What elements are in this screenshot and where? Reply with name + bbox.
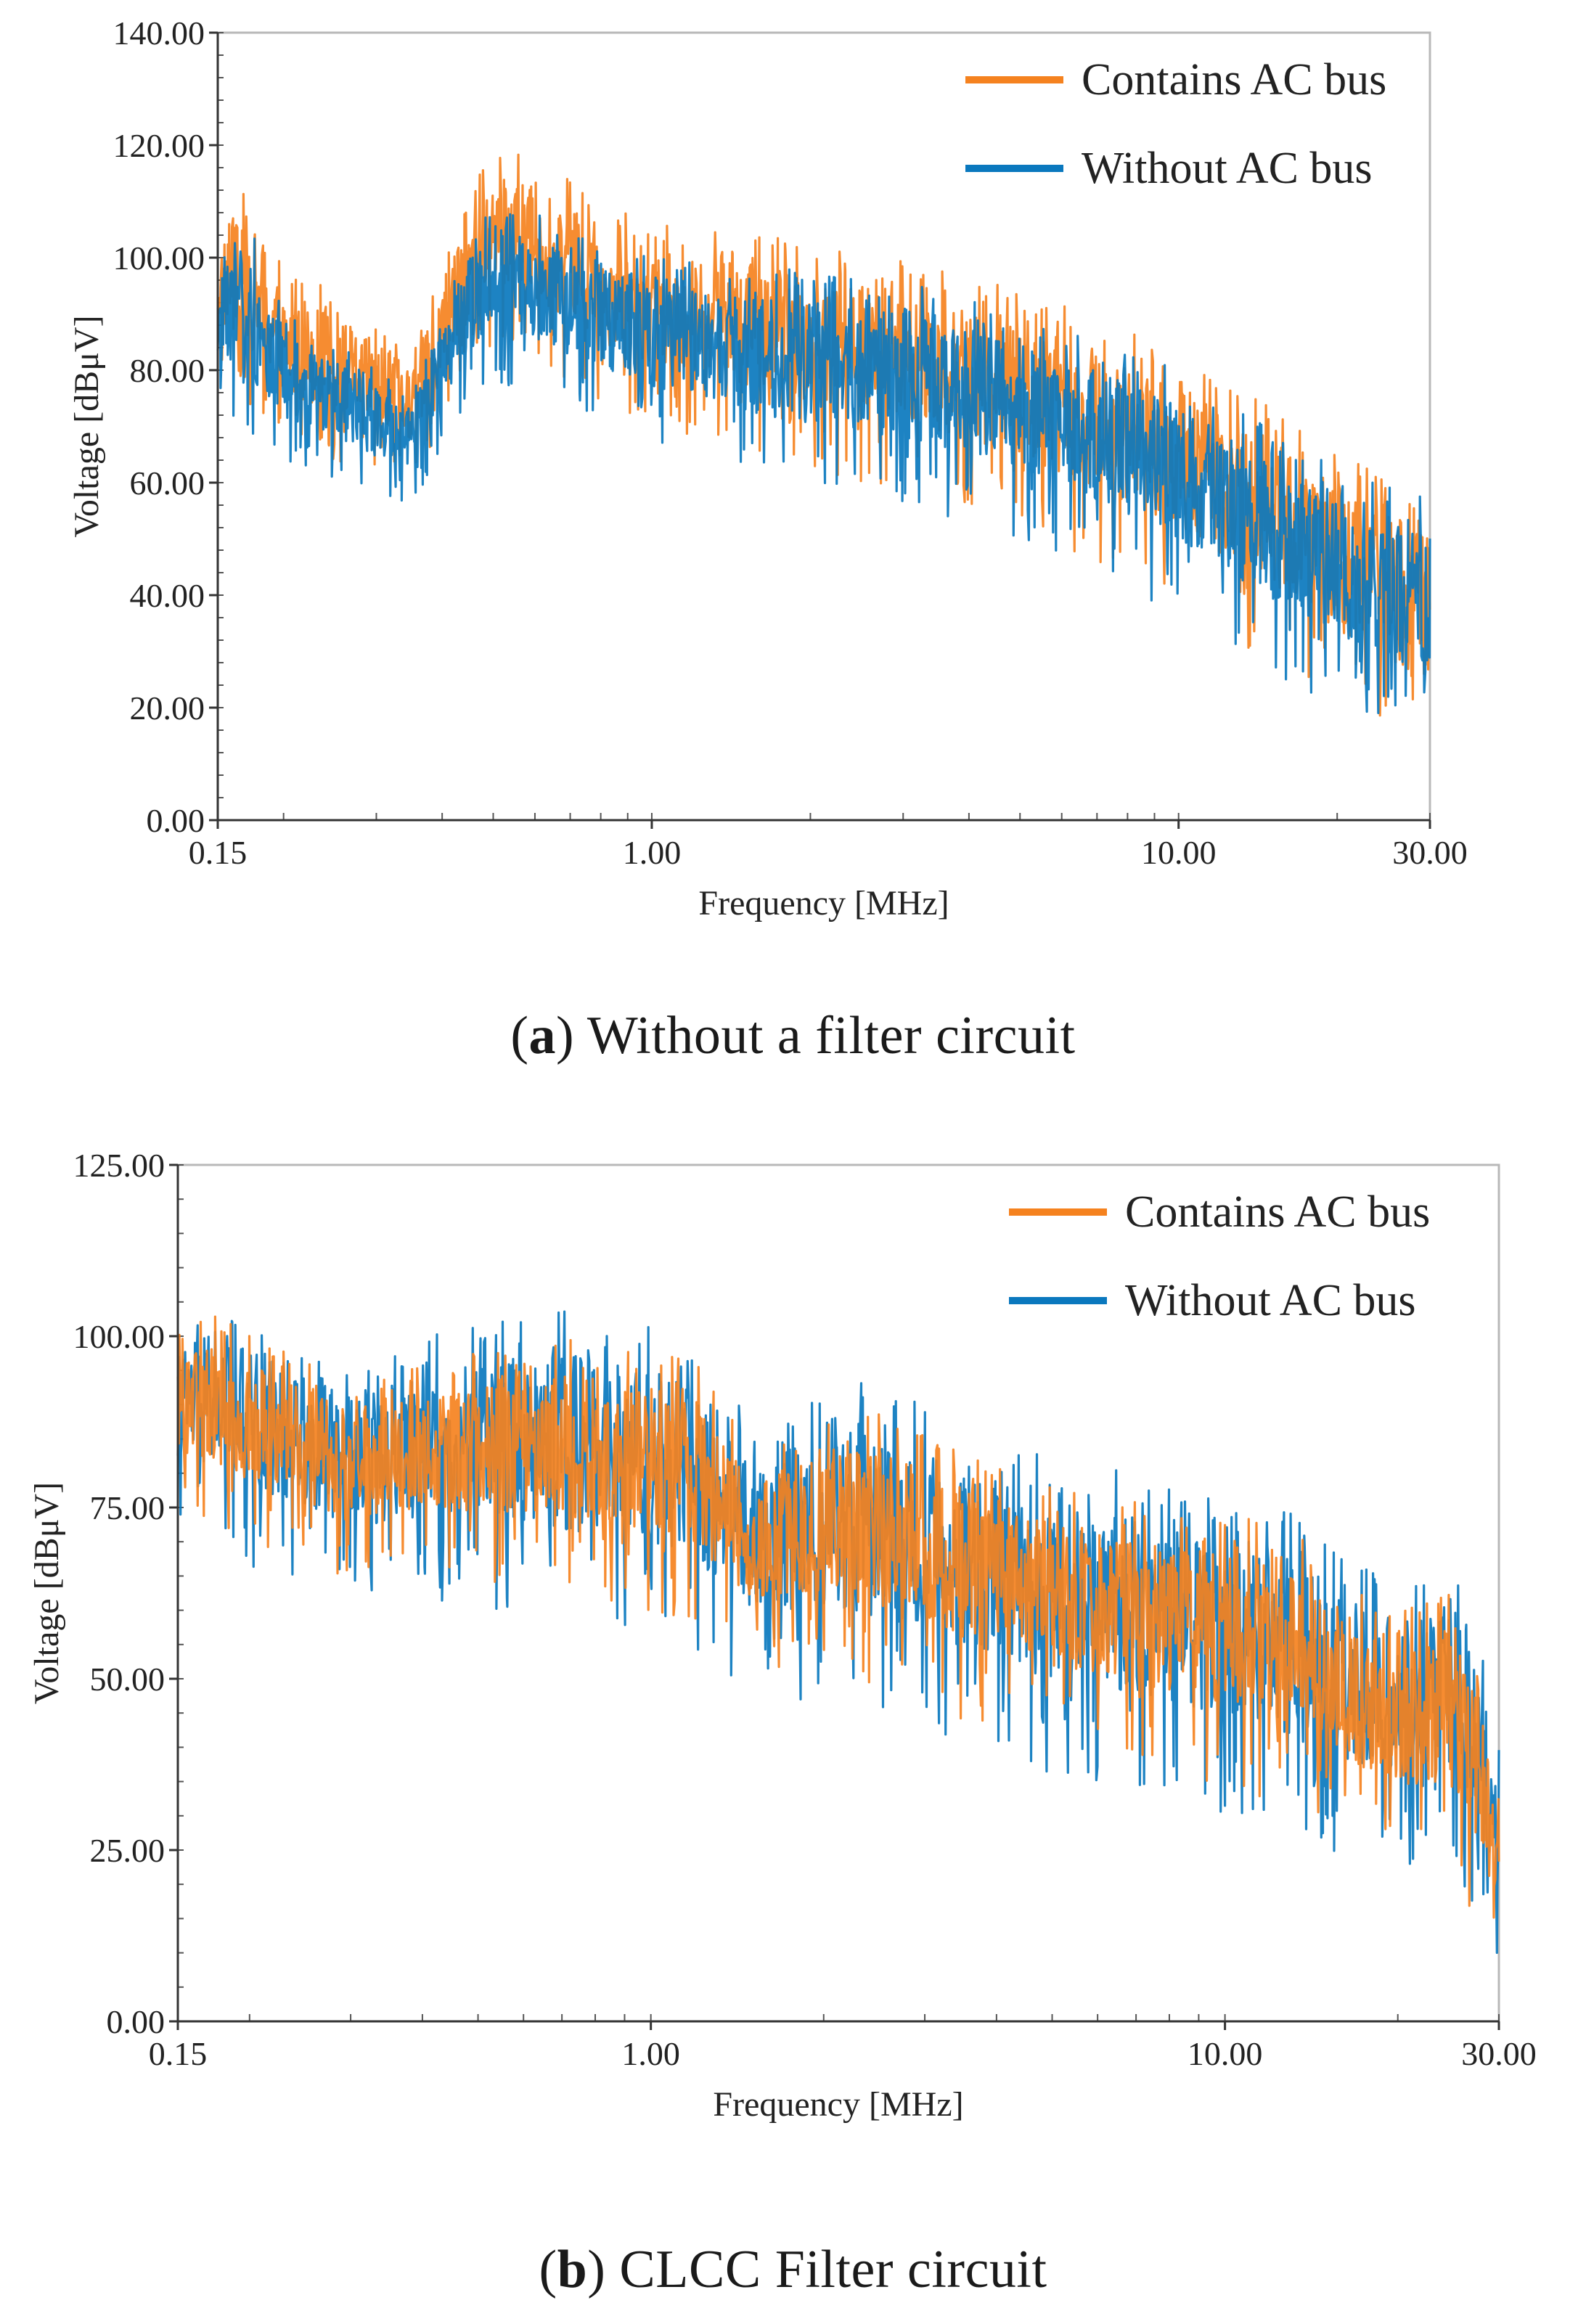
chart-b-svg: 0.00 25.00 50.00 75.00 100.00 125.00 0.15 1.00 1… bbox=[28, 1147, 1537, 2124]
x-tick-label: 0.15 bbox=[189, 834, 248, 871]
legend-label-contains-ac-bus-a: Contains AC bus bbox=[1082, 55, 1386, 105]
legend-label-without-ac-bus-a: Without AC bus bbox=[1082, 144, 1373, 193]
y-tick-label: 20.00 bbox=[130, 690, 205, 727]
y-tick-label: 100.00 bbox=[73, 1318, 165, 1355]
caption-a: (a) Without a filter circuit bbox=[510, 1006, 1076, 1065]
caption-b-letter: b bbox=[557, 2240, 588, 2299]
y-tick-label: 80.00 bbox=[130, 352, 205, 389]
legend-label-without-ac-bus-b: Without AC bus bbox=[1125, 1276, 1416, 1325]
chart-a-svg: 0.00 20.00 40.00 60.00 80.00 100.00 120.00 140.… bbox=[68, 15, 1468, 922]
x-axis-title-b: Frequency [MHz] bbox=[713, 2085, 963, 2124]
x-tick-label: 0.15 bbox=[149, 2035, 208, 2072]
x-tick-label: 1.00 bbox=[621, 2035, 680, 2072]
y-axis-title-a: Voltage [dBμV] bbox=[68, 315, 106, 537]
chart-panel-a: 0.00 20.00 40.00 60.00 80.00 100.00 120.00 140.… bbox=[0, 0, 1586, 1103]
caption-b: (b) CLCC Filter circuit bbox=[539, 2240, 1047, 2299]
legend-label-contains-ac-bus-b: Contains AC bus bbox=[1125, 1187, 1430, 1237]
y-tick-label: 40.00 bbox=[130, 577, 205, 614]
x-tick-label: 30.00 bbox=[1461, 2035, 1537, 2072]
x-tick-label: 10.00 bbox=[1141, 834, 1217, 871]
y-tick-label: 125.00 bbox=[73, 1147, 165, 1184]
x-tick-label: 10.00 bbox=[1188, 2035, 1263, 2072]
caption-a-text: Without a filter circuit bbox=[586, 1006, 1076, 1065]
y-tick-label: 140.00 bbox=[113, 15, 205, 52]
caption-a-letter: a bbox=[528, 1006, 557, 1065]
x-tick-label: 30.00 bbox=[1392, 834, 1468, 871]
y-tick-label: 100.00 bbox=[113, 240, 205, 277]
y-tick-label: 60.00 bbox=[130, 465, 205, 502]
chart-panel-b: 0.00 25.00 50.00 75.00 100.00 125.00 0.15 1.00 1… bbox=[0, 1132, 1586, 2324]
y-tick-label: 25.00 bbox=[90, 1832, 165, 1869]
y-axis-title-b: Voltage [dBμV] bbox=[28, 1482, 66, 1704]
y-tick-label: 0.00 bbox=[147, 802, 205, 839]
y-tick-label: 0.00 bbox=[107, 2003, 165, 2040]
series-line-contains-ac-bus-b bbox=[176, 1315, 1500, 1919]
x-tick-label: 1.00 bbox=[623, 834, 682, 871]
y-tick-label: 50.00 bbox=[90, 1661, 165, 1698]
caption-b-text: CLCC Filter circuit bbox=[619, 2240, 1047, 2299]
series-line-without-ac-bus-a bbox=[216, 213, 1431, 715]
x-axis-title-a: Frequency [MHz] bbox=[698, 884, 949, 922]
y-tick-label: 120.00 bbox=[113, 127, 205, 164]
y-tick-label: 75.00 bbox=[90, 1489, 165, 1526]
